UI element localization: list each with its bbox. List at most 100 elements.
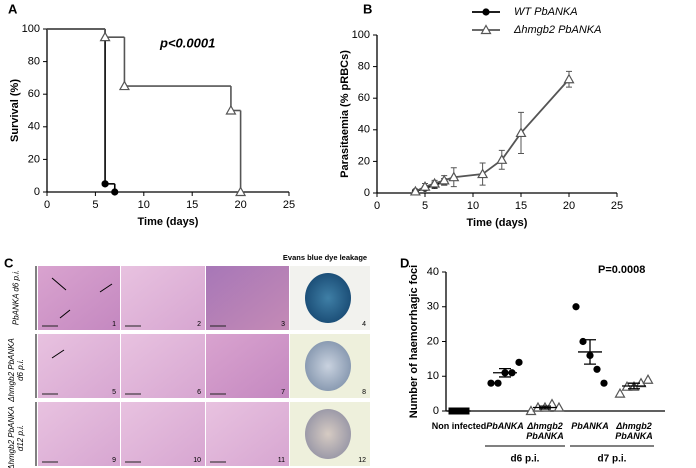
marker <box>600 379 608 387</box>
row-label: Δhmgb2 PbANKA d12 p.i. <box>7 406 25 468</box>
sem-bar <box>584 339 596 365</box>
marker <box>101 180 109 188</box>
panel-c-header: Evans blue dye leakage <box>283 253 367 262</box>
x-axis-label: Time (days) <box>138 216 199 228</box>
x-tick-label: 25 <box>611 200 623 212</box>
marker <box>487 379 495 387</box>
sem-bar <box>499 367 511 378</box>
x-tick-label: PbANKA <box>486 421 524 431</box>
y-axis-label: Number of haemorrhagic foci <box>408 265 420 418</box>
marker <box>429 177 441 188</box>
group-label: d7 p.i. <box>598 454 627 465</box>
image-number: 5 <box>112 389 116 396</box>
histology-image <box>38 334 120 398</box>
y-tick-label: 80 <box>358 61 370 73</box>
marker <box>111 188 119 196</box>
image-number: 10 <box>193 457 201 464</box>
arrow <box>51 277 67 291</box>
x-tick-label: 15 <box>186 199 198 211</box>
brain-photo <box>305 341 351 391</box>
y-tick-label: 10 <box>427 370 439 382</box>
y-tick-label: 0 <box>364 187 370 199</box>
y-tick-label: 20 <box>358 155 370 167</box>
marker <box>118 80 130 91</box>
histology-image <box>38 266 120 330</box>
y-tick-label: 100 <box>22 23 40 35</box>
series-line <box>415 78 570 193</box>
arrow <box>51 349 65 359</box>
marker <box>593 365 601 373</box>
marker <box>480 24 492 35</box>
panel-label: C <box>4 255 14 270</box>
y-tick-label: 0 <box>433 405 439 417</box>
histology-image <box>121 266 205 330</box>
y-tick-label: 20 <box>427 335 439 347</box>
marker <box>438 174 450 185</box>
brain-photo <box>305 409 351 459</box>
y-tick-label: 80 <box>28 56 40 68</box>
x-tick-label: 25 <box>283 199 295 211</box>
y-tick-label: 60 <box>28 88 40 100</box>
histology-grid: 1 2 3 45 6 7 89 10 11 12 <box>35 266 370 466</box>
marker <box>515 358 523 366</box>
x-tick-label: 5 <box>92 199 98 211</box>
image-number: 8 <box>362 389 366 396</box>
image-number: 1 <box>112 321 116 328</box>
legend-label: WT PbANKA <box>514 6 578 18</box>
brain-photo <box>305 273 351 323</box>
marker <box>572 303 580 311</box>
marker <box>494 379 502 387</box>
y-axis-label: Parasitaemia (% pRBCs) <box>339 50 351 178</box>
histology-image <box>38 402 120 466</box>
panel-label: B <box>363 1 372 16</box>
group-label: d6 p.i. <box>511 454 540 465</box>
image-number: 12 <box>358 457 366 464</box>
y-tick-label: 60 <box>358 92 370 104</box>
image-number: 2 <box>197 321 201 328</box>
marker <box>614 387 626 398</box>
y-tick-label: 100 <box>352 29 370 41</box>
y-tick-label: 30 <box>427 301 439 313</box>
x-tick-label: 5 <box>422 200 428 212</box>
y-axis-label: Survival (%) <box>9 79 21 142</box>
marker <box>225 104 237 115</box>
y-tick-label: 40 <box>358 124 370 136</box>
sem-bar <box>539 405 551 410</box>
marker <box>235 186 247 197</box>
arrow <box>59 309 71 319</box>
panel-label: D <box>400 255 409 270</box>
x-tick-label: Non infected <box>431 421 487 431</box>
marker <box>448 171 460 182</box>
x-tick-label: 10 <box>467 200 479 212</box>
marker <box>409 185 421 196</box>
marker <box>477 168 489 179</box>
image-number: 4 <box>362 321 366 328</box>
marker <box>99 31 111 42</box>
image-number: 7 <box>281 389 285 396</box>
histology-image <box>121 402 205 466</box>
x-tick-label: PbANKA <box>571 421 609 431</box>
x-tick-label: 0 <box>374 200 380 212</box>
x-tick-label: Δhmgb2 PbANKA <box>615 421 653 441</box>
x-tick-label: 20 <box>563 200 575 212</box>
y-tick-label: 0 <box>34 186 40 198</box>
y-tick-label: 40 <box>427 266 439 278</box>
x-tick-label: 15 <box>515 200 527 212</box>
arrow <box>99 283 113 293</box>
y-tick-label: 40 <box>28 121 40 133</box>
image-number: 3 <box>281 321 285 328</box>
marker <box>642 374 654 384</box>
marker <box>563 73 575 84</box>
x-tick-label: 10 <box>138 199 150 211</box>
x-tick-label: Δhmgb2 PbANKA <box>526 421 564 441</box>
x-tick-label: 20 <box>234 199 246 211</box>
marker <box>496 154 508 164</box>
marker <box>419 180 431 191</box>
panel-label: A <box>8 1 18 16</box>
image-number: 11 <box>278 457 285 464</box>
row-label: Δhmgb2 PbANKA d6 p.i. <box>7 338 25 402</box>
histology-image <box>206 266 289 330</box>
marker <box>515 127 527 138</box>
